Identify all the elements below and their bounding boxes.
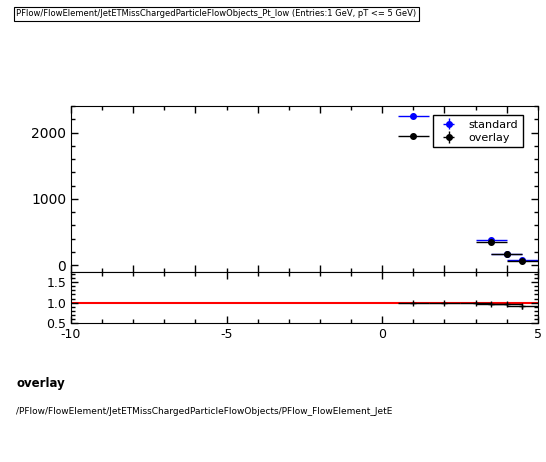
Text: overlay: overlay [16,377,65,389]
Text: PFlow/FlowElement/JetETMissChargedParticleFlowObjects_Pt_low (Entries:1 GeV, pT : PFlow/FlowElement/JetETMissChargedPartic… [16,9,417,18]
Text: /PFlow/FlowElement/JetETMissChargedParticleFlowObjects/PFlow_FlowElement_JetE: /PFlow/FlowElement/JetETMissChargedParti… [16,407,393,415]
Legend: standard, overlay: standard, overlay [434,115,523,147]
